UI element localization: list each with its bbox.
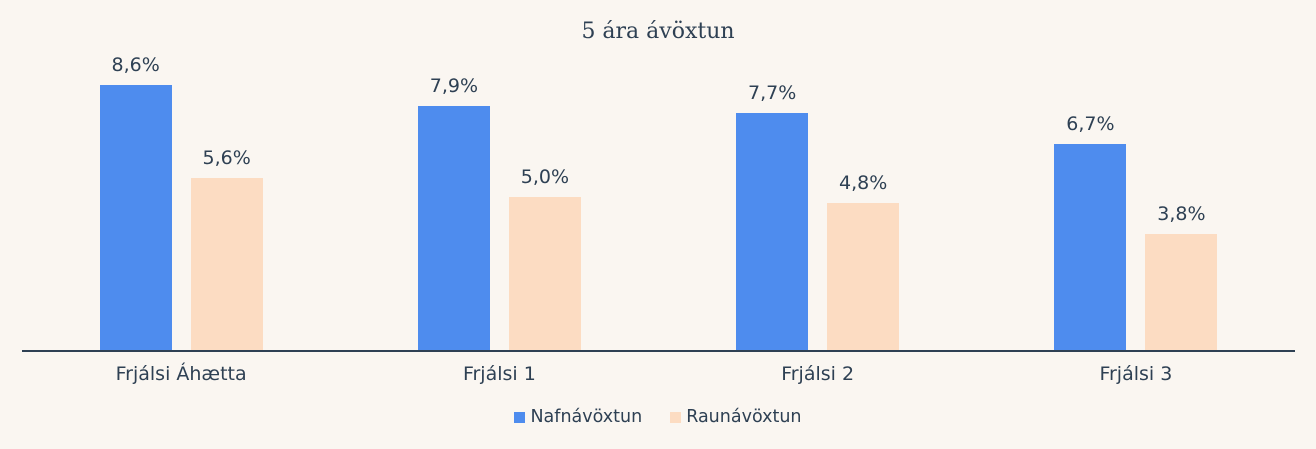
- bar-value-label: 5,6%: [202, 146, 251, 169]
- bar-raunavoxtun: [1145, 233, 1218, 352]
- x-axis-label: Frjálsi 1: [462, 363, 536, 385]
- x-axis-labels: Frjálsi Áhætta Frjálsi 1 Frjálsi 2 Frjálsi …: [22, 362, 1295, 390]
- bar-nafnavoxtun: [417, 106, 490, 352]
- x-axis-label: Frjálsi 2: [781, 363, 855, 385]
- legend-item: Raunávöxtun: [670, 406, 802, 428]
- bar-raunavoxtun: [190, 177, 263, 352]
- bar-value-label: 3,8%: [1157, 202, 1206, 225]
- legend-label: Nafnávöxtun: [530, 407, 643, 427]
- chart-title: 5 ára ávöxtun: [581, 19, 735, 44]
- legend-item: Nafnávöxtun: [514, 406, 642, 428]
- bar-nafnavoxtun: [1054, 143, 1127, 352]
- bar-value-label: 6,7%: [1066, 112, 1115, 135]
- bar-nafnavoxtun: [736, 112, 809, 352]
- x-axis-label: Frjálsi Áhætta: [115, 363, 247, 385]
- x-axis-label: Frjálsi 3: [1099, 363, 1173, 385]
- plot-area: 8,6% 5,6% 7,9% 5,0% 7,7% 4,8% 6,7% 3,8%: [22, 0, 1295, 352]
- x-axis-line: [22, 349, 1295, 352]
- bar-value-label: 4,8%: [838, 171, 888, 194]
- legend-label: Raunávöxtun: [686, 407, 802, 427]
- bar-value-label: 8,6%: [111, 53, 160, 76]
- bar-value-label: 5,0%: [520, 165, 570, 188]
- bar-nafnavoxtun: [99, 84, 172, 352]
- bar-value-label: 7,9%: [429, 75, 479, 98]
- bar-raunavoxtun: [827, 202, 900, 352]
- legend-swatch-icon: [514, 411, 526, 423]
- bar-raunavoxtun: [508, 196, 581, 352]
- bar-value-label: 7,7%: [747, 81, 797, 104]
- legend-swatch-icon: [670, 411, 682, 423]
- legend: Nafnávöxtun Raunávöxtun: [0, 406, 1316, 428]
